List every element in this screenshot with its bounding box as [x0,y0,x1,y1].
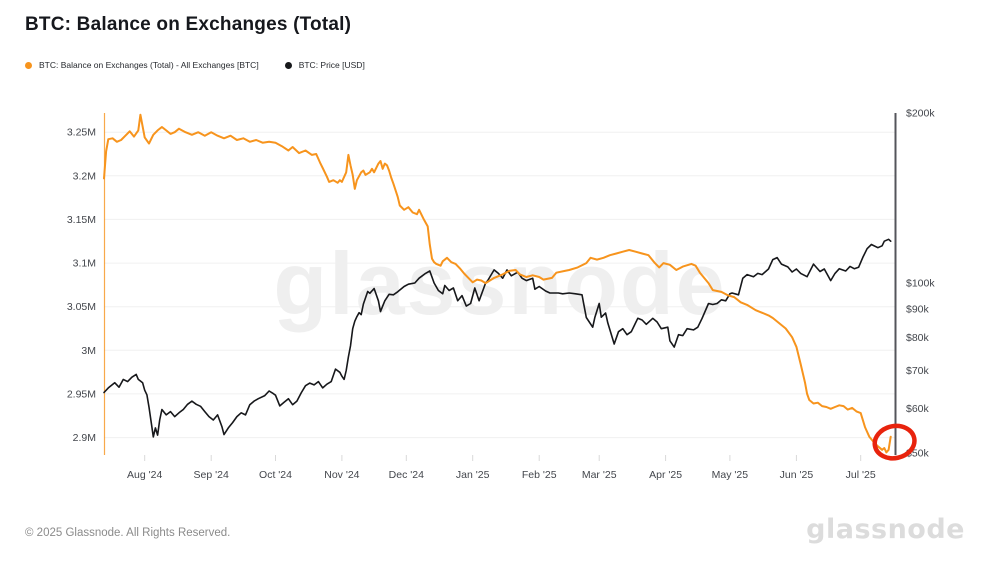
x-axis-tick-label: Apr '25 [649,469,682,481]
right-axis-tick-label: $60k [906,403,930,415]
x-axis-tick-label: Dec '24 [389,469,424,481]
x-axis-tick-label: Jan '25 [456,469,490,481]
right-axis-tick-label: $70k [906,365,930,377]
left-axis-tick-label: 2.9M [73,432,96,444]
left-axis-tick-label: 3.25M [67,127,96,139]
chart-legend: BTC: Balance on Exchanges (Total) - All … [25,60,365,70]
legend-label-price: BTC: Price [USD] [298,60,365,70]
x-axis-tick-label: Feb '25 [522,469,557,481]
left-axis-tick-label: 3.15M [67,214,96,226]
balance-series-dot-icon [25,61,32,69]
price-series-line [103,238,892,438]
left-axis-tick-label: 3.1M [73,258,96,270]
x-axis-tick-label: Sep '24 [194,469,229,481]
left-axis-tick-label: 3M [81,345,96,357]
x-axis-tick-label: Oct '24 [259,469,292,481]
left-axis-tick-label: 3.05M [67,301,96,313]
x-axis-tick-label: Aug '24 [127,469,162,481]
right-axis-tick-label: $100k [906,278,935,290]
balance-series-line [103,113,892,454]
right-axis-tick-label: $90k [906,303,930,315]
left-axis-tick-label: 3.2M [73,170,96,182]
right-axis-tick-label: $200k [906,108,935,120]
glassnode-wordmark: glassnode [806,514,965,545]
right-axis-tick-label: $80k [906,332,930,344]
price-series-dot-icon [284,61,292,69]
x-axis-tick-label: Jun '25 [780,469,814,481]
left-axis-tick-label: 2.95M [67,388,96,400]
x-axis-tick-label: Nov '24 [324,469,359,481]
x-axis-tick-label: May '25 [712,469,749,481]
watermark-text: glassnode [273,234,726,333]
legend-item-balance[interactable]: BTC: Balance on Exchanges (Total) - All … [25,60,259,70]
annotation-circle [872,423,917,461]
legend-label-balance: BTC: Balance on Exchanges (Total) - All … [39,60,259,70]
chart-title: BTC: Balance on Exchanges (Total) [25,14,352,35]
copyright-text: © 2025 Glassnode. All Rights Reserved. [25,527,231,539]
legend-item-price[interactable]: BTC: Price [USD] [284,60,365,70]
x-axis-tick-label: Mar '25 [582,469,617,481]
x-axis-tick-label: Jul '25 [846,469,876,481]
